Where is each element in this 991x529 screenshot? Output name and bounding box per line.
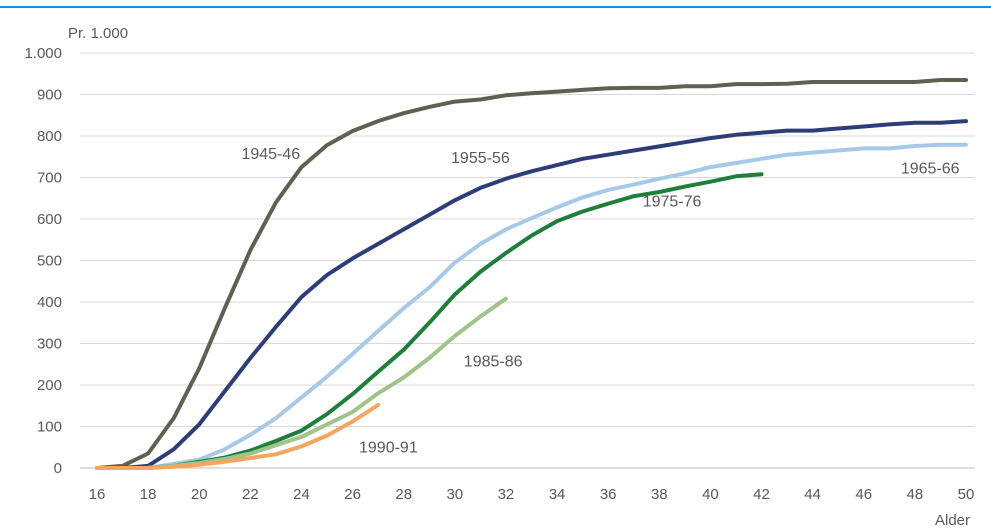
series-label-1990-91: 1990-91 <box>359 440 418 457</box>
y-tick-label: 700 <box>37 170 62 187</box>
x-tick-label: 46 <box>855 486 872 503</box>
y-tick-label: 400 <box>37 294 62 311</box>
x-tick-label: 20 <box>191 486 208 503</box>
x-tick-label: 32 <box>498 486 515 503</box>
series-line-1965-66 <box>95 142 968 470</box>
x-tick-label: 18 <box>140 486 157 503</box>
y-tick-label: 900 <box>37 87 62 104</box>
y-tick-label: 100 <box>37 419 62 436</box>
x-tick-label: 48 <box>907 486 924 503</box>
series-labels: 1945-46 1955-56 1965-66 1975-76 1985-86 1990-… <box>241 146 959 457</box>
x-tick-label: 40 <box>702 486 719 503</box>
x-tick-label: 44 <box>804 486 821 503</box>
series-label-1945-46: 1945-46 <box>241 146 300 163</box>
x-axis-title: Alder <box>935 512 970 529</box>
x-tick-label: 30 <box>446 486 463 503</box>
series-label-1965-66: 1965-66 <box>901 160 960 177</box>
y-tick-label: 300 <box>37 336 62 353</box>
y-axis-ticks: 0 100 200 300 400 500 600 700 800 900 1.000 <box>24 45 62 477</box>
series-label-1975-76: 1975-76 <box>643 194 702 211</box>
x-tick-label: 28 <box>395 486 412 503</box>
series-label-1955-56: 1955-56 <box>451 150 510 167</box>
y-tick-label: 1.000 <box>24 45 62 62</box>
x-tick-label: 34 <box>549 486 566 503</box>
x-tick-label: 16 <box>89 486 106 503</box>
x-tick-label: 38 <box>651 486 668 503</box>
y-tick-label: 600 <box>37 211 62 228</box>
x-tick-label: 24 <box>293 486 310 503</box>
series-label-1985-86: 1985-86 <box>464 353 523 370</box>
x-tick-label: 50 <box>958 486 975 503</box>
series-line-1945-46 <box>95 78 968 470</box>
x-tick-label: 36 <box>600 486 617 503</box>
y-axis-title: Pr. 1.000 <box>68 25 128 42</box>
series-lines <box>95 78 968 470</box>
y-tick-label: 0 <box>54 460 62 477</box>
x-axis-ticks: 16 18 20 22 24 26 28 30 32 34 36 38 40 42 44 46 48 50 <box>89 486 975 503</box>
y-tick-label: 200 <box>37 377 62 394</box>
series-line-1990-91 <box>95 402 381 470</box>
x-tick-label: 26 <box>344 486 361 503</box>
series-line-1975-76 <box>95 172 764 470</box>
y-tick-label: 800 <box>37 128 62 145</box>
series-line-1955-56 <box>95 119 968 470</box>
top-accent-line <box>0 6 991 8</box>
x-tick-label: 22 <box>242 486 259 503</box>
x-tick-label: 42 <box>753 486 770 503</box>
y-tick-label: 500 <box>37 253 62 270</box>
